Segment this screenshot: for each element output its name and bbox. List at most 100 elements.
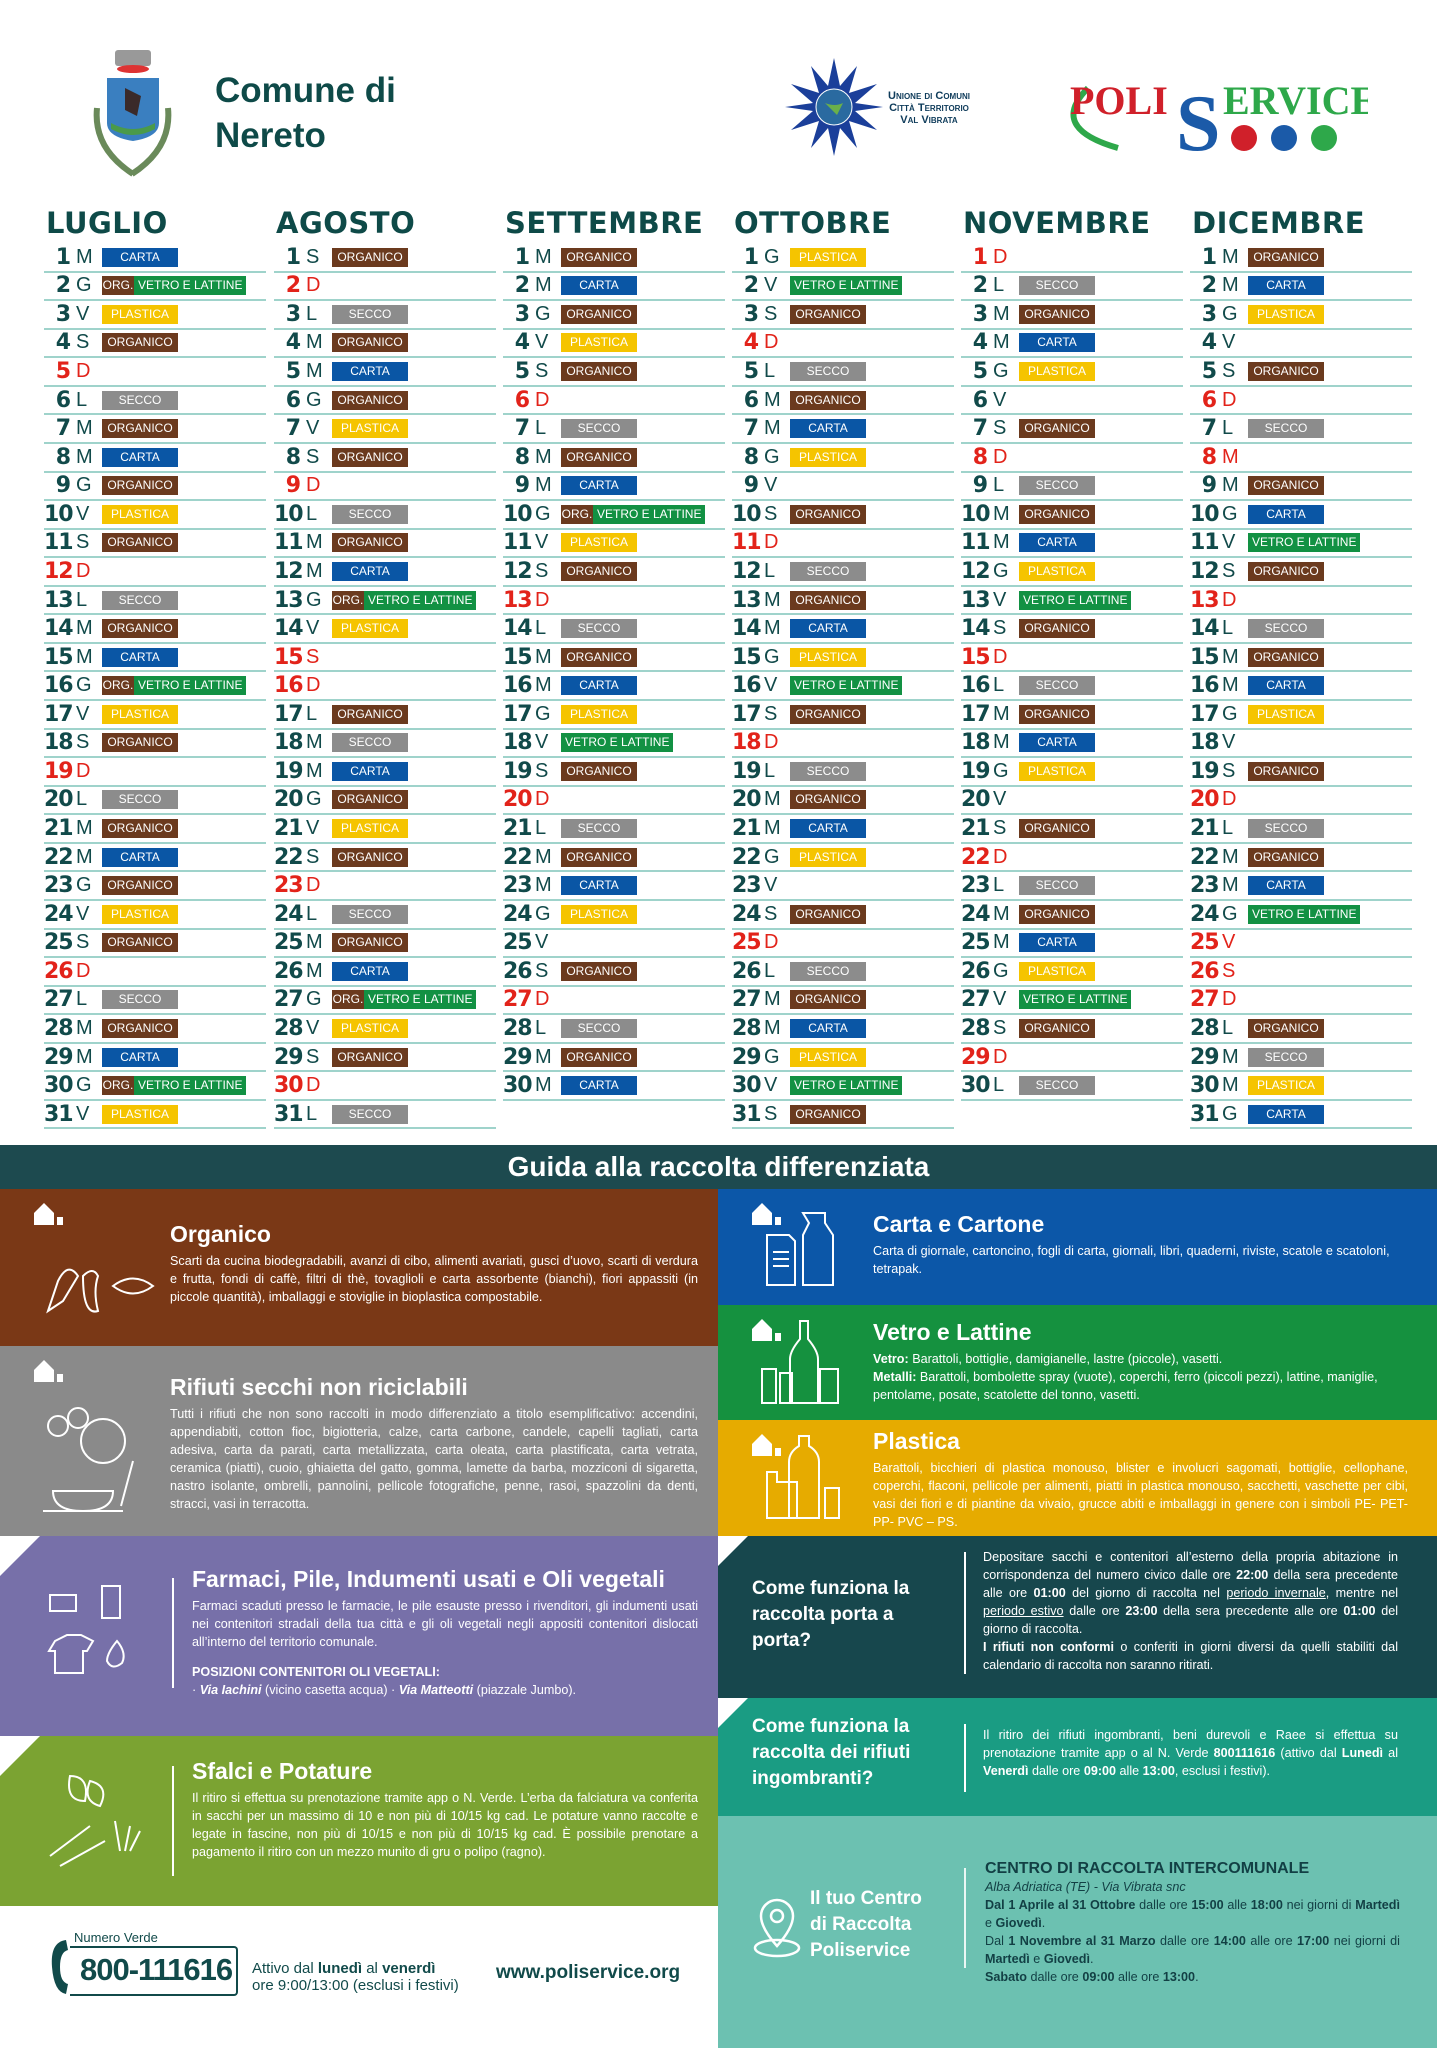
title-line-2: Nereto bbox=[215, 116, 326, 155]
weekday-letter: G bbox=[764, 845, 780, 868]
day-row: 11 S ORGANICO bbox=[44, 530, 266, 559]
text-segment: al bbox=[1383, 1746, 1398, 1760]
text-segment: (vicino casetta acqua) · bbox=[261, 1683, 399, 1697]
day-number: 13 bbox=[961, 587, 991, 613]
weekday-letter: L bbox=[306, 302, 318, 325]
weekday-letter: S bbox=[306, 645, 320, 668]
day-row: 24 G VETRO E LATTINE bbox=[1190, 901, 1412, 930]
weekday-letter: S bbox=[764, 1102, 778, 1125]
tag-plastica: PLASTICA bbox=[1248, 704, 1324, 724]
month-agosto: AGOSTO 1 S ORGANICO 2 D 3 L SECCO 4 M ORGANICO 5 M CAR… bbox=[274, 206, 496, 1130]
weekday-letter: M bbox=[306, 531, 323, 554]
day-number: 15 bbox=[274, 644, 304, 670]
tag-secco: SECCO bbox=[102, 390, 178, 410]
day-row: 13 L SECCO bbox=[44, 587, 266, 616]
weekday-letter: G bbox=[1222, 302, 1238, 325]
tag-organico: ORGANICO bbox=[102, 419, 178, 439]
weekday-letter: G bbox=[76, 1074, 92, 1097]
day-number: 2 bbox=[514, 273, 530, 299]
nereto-coat-of-arms bbox=[85, 48, 180, 183]
weekday-letter: D bbox=[306, 474, 321, 497]
website-link[interactable]: www.poliservice.org bbox=[496, 1962, 681, 1983]
tag-carta: CARTA bbox=[561, 1076, 637, 1096]
text-segment: Barattoli, bottiglie, damigianelle, last… bbox=[908, 1352, 1223, 1366]
tag-carta: CARTA bbox=[1248, 276, 1324, 296]
weekday-letter: D bbox=[535, 788, 550, 811]
weekday-letter: M bbox=[76, 617, 93, 640]
day-number: 16 bbox=[961, 673, 991, 699]
day-number: 10 bbox=[1190, 501, 1220, 527]
weekday-letter: G bbox=[764, 1045, 780, 1068]
weekday-letter: M bbox=[1222, 1045, 1239, 1068]
day-number: 28 bbox=[274, 1015, 304, 1041]
day-number: 7 bbox=[514, 416, 530, 442]
day-row: 18 S ORGANICO bbox=[44, 730, 266, 759]
text-segment: 800111616 bbox=[1213, 1746, 1276, 1760]
carta-description: Carta di giornale, cartoncino, fogli di … bbox=[873, 1242, 1408, 1278]
text-segment: e bbox=[985, 1916, 996, 1930]
day-number: 14 bbox=[274, 616, 304, 642]
day-row: 23 V bbox=[732, 872, 954, 901]
tag-carta: CARTA bbox=[790, 819, 866, 839]
weekday-letter: D bbox=[993, 445, 1008, 468]
month-title: NOVEMBRE bbox=[963, 206, 1151, 240]
day-row: 1 G PLASTICA bbox=[732, 244, 954, 273]
numero-verde-box[interactable]: Numero Verde 800-111616 bbox=[50, 1930, 240, 2002]
text-segment: 17:00 bbox=[1297, 1934, 1330, 1948]
tag-organico: ORGANICO bbox=[561, 362, 637, 382]
day-number: 22 bbox=[961, 844, 991, 870]
tag-vetro-lattine: VETRO E LATTINE bbox=[1248, 533, 1361, 553]
day-row: 20 M ORGANICO bbox=[732, 787, 954, 816]
weekday-letter: L bbox=[993, 874, 1005, 897]
text-segment: nei giorni di bbox=[1282, 1898, 1356, 1912]
weekday-letter: V bbox=[76, 902, 90, 925]
day-number: 23 bbox=[961, 873, 991, 899]
weekday-letter: V bbox=[306, 1016, 320, 1039]
tag-carta: CARTA bbox=[1019, 933, 1095, 953]
day-number: 27 bbox=[44, 987, 74, 1013]
weekday-letter: V bbox=[535, 531, 549, 554]
tag-plastica: PLASTICA bbox=[1019, 561, 1095, 581]
day-number: 3 bbox=[972, 301, 988, 327]
day-number: 20 bbox=[44, 787, 74, 813]
day-row: 21 S ORGANICO bbox=[961, 815, 1183, 844]
day-number: 3 bbox=[285, 301, 301, 327]
text-segment: dalle ore bbox=[1135, 1898, 1192, 1912]
day-number: 16 bbox=[44, 673, 74, 699]
day-row: 19 S ORGANICO bbox=[1190, 758, 1412, 787]
day-row: 2 L SECCO bbox=[961, 273, 1183, 302]
tag-plastica: PLASTICA bbox=[102, 304, 178, 324]
tag-secco: SECCO bbox=[561, 819, 637, 839]
panel-vetro: Vetro e Lattine Vetro: Barattoli, bottig… bbox=[718, 1305, 1437, 1420]
day-row: 10 S ORGANICO bbox=[732, 501, 954, 530]
tag-carta: CARTA bbox=[1248, 1104, 1324, 1124]
day-number: 8 bbox=[285, 444, 301, 470]
svg-text:ERVICE: ERVICE bbox=[1223, 78, 1368, 123]
text-segment: . bbox=[1195, 1970, 1199, 1984]
tag-carta: CARTA bbox=[332, 761, 408, 781]
tag-secco: SECCO bbox=[1248, 819, 1324, 839]
text-segment: (attivo dal bbox=[1275, 1746, 1342, 1760]
text-segment: 15:00 bbox=[1191, 1898, 1224, 1912]
text-segment: Martedì bbox=[1355, 1898, 1401, 1912]
panel-carta: Carta e Cartone Carta di giornale, carto… bbox=[718, 1189, 1437, 1305]
day-number: 2 bbox=[743, 273, 759, 299]
weekday-letter: V bbox=[76, 1102, 90, 1125]
day-number: 24 bbox=[961, 901, 991, 927]
weekday-letter: S bbox=[306, 445, 320, 468]
text-segment: Lunedì bbox=[1341, 1746, 1384, 1760]
weekday-letter: M bbox=[1222, 274, 1239, 297]
day-number: 26 bbox=[961, 958, 991, 984]
day-row: 30 D bbox=[274, 1072, 496, 1101]
tag-organico: ORGANICO bbox=[332, 933, 408, 953]
day-row: 21 V PLASTICA bbox=[274, 815, 496, 844]
day-row: 30 G ORG. VETRO E LATTINE bbox=[44, 1072, 266, 1101]
tag-organico-short: ORG. bbox=[332, 590, 364, 610]
weekday-letter: G bbox=[306, 988, 322, 1011]
day-row: 14 M CARTA bbox=[732, 615, 954, 644]
weekday-letter: D bbox=[306, 274, 321, 297]
weekday-letter: M bbox=[764, 617, 781, 640]
weekday-letter: M bbox=[1222, 1074, 1239, 1097]
